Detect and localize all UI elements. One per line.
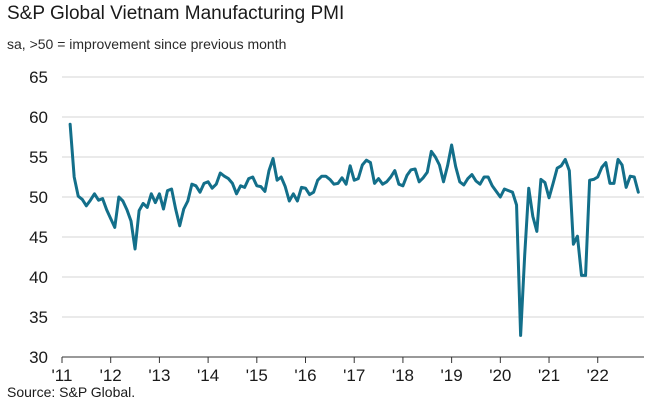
ytick-label-55: 55 [29, 148, 48, 167]
x-axis [61, 356, 644, 363]
xtick-label-2011: '11 [52, 366, 73, 385]
gridlines [62, 76, 644, 318]
series-line-0 [68, 122, 640, 337]
xtick-label-2015: '15 [246, 366, 268, 385]
xtick-label-2017: '17 [343, 366, 365, 385]
ytick-label-45: 45 [29, 228, 48, 247]
xtick-label-2018: '18 [392, 366, 414, 385]
y-axis-tick-labels: 65 60 55 50 45 40 35 30 [29, 68, 48, 367]
chart-subtitle: sa, >50 = improvement since previous mon… [7, 36, 287, 52]
xtick-label-2019: '19 [441, 366, 463, 385]
chart-title: S&P Global Vietnam Manufacturing PMI [7, 3, 345, 24]
ytick-label-60: 60 [29, 108, 48, 127]
ytick-label-65: 65 [29, 68, 48, 87]
xtick-label-2020: '20 [489, 366, 511, 385]
source-note: Source: S&P Global. [7, 384, 136, 400]
series-layer [68, 122, 640, 337]
x-axis-tick-labels: '11 '12 '13 '14 '15 '16 '17 '18 '19 '20 '21 '22 [52, 366, 609, 385]
ytick-label-50: 50 [29, 188, 48, 207]
xtick-label-2022: '22 [587, 366, 609, 385]
ytick-label-30: 30 [29, 348, 48, 367]
xtick-label-2012: '12 [100, 366, 122, 385]
xtick-label-2016: '16 [294, 366, 316, 385]
xtick-label-2021: '21 [538, 366, 560, 385]
ytick-label-35: 35 [29, 308, 48, 327]
ytick-label-40: 40 [29, 268, 48, 287]
xtick-label-2013: '13 [148, 366, 170, 385]
xtick-label-2014: '14 [197, 366, 219, 385]
